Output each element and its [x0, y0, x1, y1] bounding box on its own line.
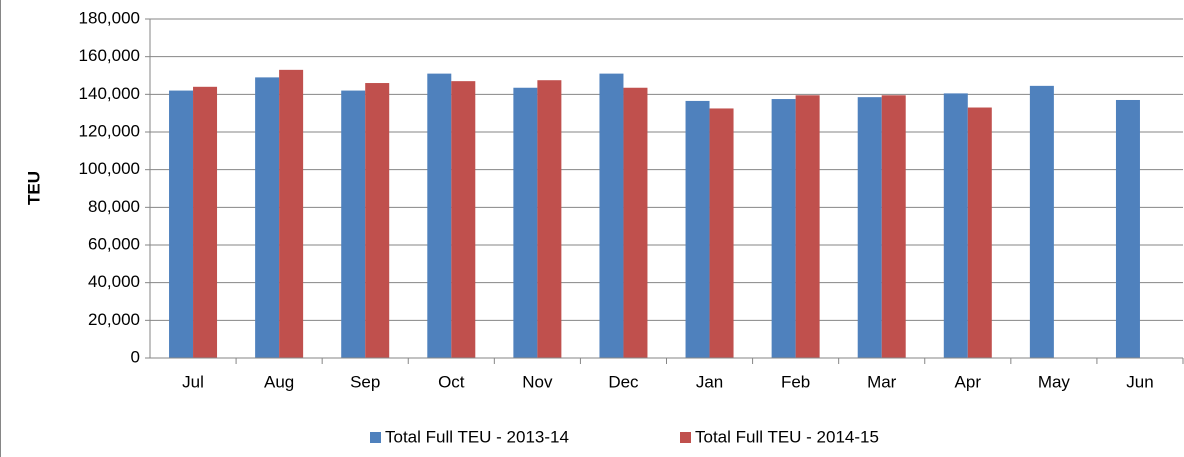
bar — [795, 95, 820, 359]
x-tick-label: Jan — [696, 372, 723, 391]
bar — [709, 108, 734, 358]
bar — [771, 99, 796, 359]
x-tick-label: Aug — [264, 372, 294, 391]
bar — [857, 97, 882, 359]
bar — [623, 87, 648, 358]
x-tick-label: Dec — [608, 372, 639, 391]
bar — [1029, 85, 1054, 358]
x-tick-label: Oct — [438, 372, 465, 391]
bar — [599, 73, 624, 358]
legend-label: Total Full TEU - 2014-15 — [695, 427, 879, 446]
y-tick-label: 160,000 — [79, 46, 140, 65]
bar — [513, 87, 538, 358]
bar — [451, 81, 476, 359]
bar — [967, 107, 992, 359]
bar — [169, 90, 194, 359]
y-tick-label: 80,000 — [88, 197, 140, 216]
x-tick-label: Nov — [522, 372, 553, 391]
bar — [943, 93, 968, 359]
bar — [255, 77, 280, 358]
y-tick-label: 40,000 — [88, 272, 140, 291]
legend-swatch — [680, 432, 691, 443]
x-tick-label: Mar — [867, 372, 897, 391]
x-tick-label: Jul — [182, 372, 204, 391]
x-tick-label: Apr — [955, 372, 982, 391]
bar — [365, 83, 390, 359]
bar — [341, 90, 366, 359]
y-tick-label: 0 — [131, 347, 140, 366]
y-tick-label: 100,000 — [79, 159, 140, 178]
legend-label: Total Full TEU - 2013-14 — [385, 427, 569, 446]
bar — [1115, 99, 1140, 358]
y-tick-label: 180,000 — [79, 8, 140, 27]
y-tick-label: 60,000 — [88, 234, 140, 253]
bar — [881, 95, 906, 359]
x-tick-label: May — [1038, 372, 1071, 391]
x-tick-label: Feb — [781, 372, 810, 391]
x-tick-label: Jun — [1126, 372, 1153, 391]
y-tick-label: 120,000 — [79, 121, 140, 140]
y-tick-label: 20,000 — [88, 310, 140, 329]
x-tick-label: Sep — [350, 372, 380, 391]
bar — [537, 80, 562, 358]
y-tick-label: 140,000 — [79, 84, 140, 103]
bar — [427, 73, 452, 358]
bar — [193, 86, 218, 359]
y-axis-label: TEU — [24, 171, 43, 205]
bar — [279, 69, 304, 358]
bar — [685, 100, 710, 359]
legend-swatch — [370, 432, 381, 443]
